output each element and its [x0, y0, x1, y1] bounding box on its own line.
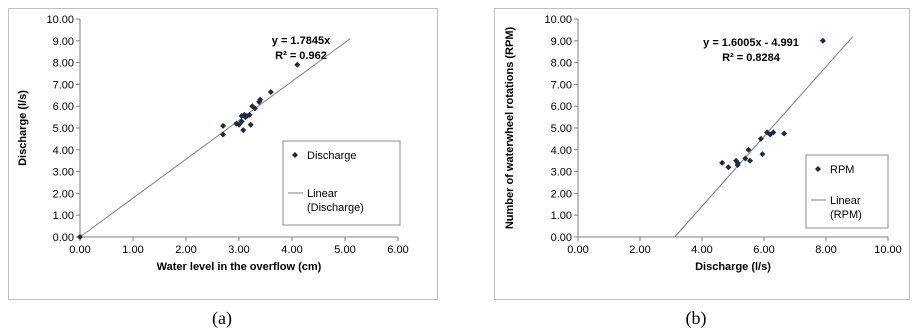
- data-point: [770, 129, 777, 136]
- y-tick-label: 4.00: [53, 145, 74, 157]
- legend-label-linear: Linear: [307, 188, 338, 200]
- data-point: [745, 146, 752, 153]
- data-point: [719, 159, 726, 166]
- trend-equation: y = 1.6005x - 4.991: [703, 37, 799, 49]
- y-tick-label: 0.00: [551, 232, 572, 244]
- data-point: [757, 135, 764, 142]
- trendline: [674, 36, 854, 238]
- x-axis-title: Water level in the overflow (cm): [157, 261, 322, 273]
- r-squared-label: R² = 0.962: [275, 50, 327, 62]
- data-point: [238, 118, 245, 125]
- legend-marker: [815, 166, 821, 172]
- chart-b: 0.00 1.00 2.00 3.00 4.00 5.00 6.00 7.00 8.00 9.00…: [504, 14, 902, 273]
- y-tick-label: 5.00: [551, 123, 572, 135]
- data-point: [742, 155, 749, 162]
- r-squared-label: R² = 0.8284: [722, 52, 781, 64]
- x-tick-label: 3.00: [228, 244, 249, 256]
- x-tick-label: 0.00: [69, 244, 90, 256]
- data-point: [759, 151, 766, 158]
- y-tick-label: 2.00: [551, 188, 572, 200]
- y-tick-label: 1.00: [53, 210, 74, 222]
- caption-b: (b): [685, 308, 707, 328]
- x-tick-label: 1.00: [122, 244, 143, 256]
- data-point: [819, 37, 826, 44]
- data-point: [725, 164, 732, 171]
- data-point: [240, 127, 247, 134]
- x-axis-title: Discharge (l/s): [695, 261, 771, 273]
- y-tick-label: 7.00: [53, 79, 74, 91]
- x-tick-label: 4.00: [691, 244, 712, 256]
- y-tick-label: 4.00: [551, 145, 572, 157]
- x-tick-label: 2.00: [175, 244, 196, 256]
- x-tick-label: 5.00: [334, 244, 355, 256]
- y-tick-label: 6.00: [551, 101, 572, 113]
- data-point: [220, 131, 227, 138]
- data-point: [267, 89, 274, 96]
- y-tick-label: 8.00: [53, 58, 74, 70]
- x-tick-label: 8.00: [815, 244, 836, 256]
- data-point: [77, 234, 83, 240]
- data-point: [246, 111, 253, 118]
- chart-a: 0.00 1.00 2.00 3.00 4.00 5.00 6.00 7.00 8.00 9.00…: [17, 14, 409, 273]
- x-tick-label: 6.00: [387, 244, 408, 256]
- legend-marker: [292, 152, 298, 158]
- x-tick-label: 2.00: [629, 244, 650, 256]
- caption-a: (a): [212, 308, 232, 328]
- legend-label-linear: Linear: [830, 195, 861, 207]
- chart-panel-b: 0.00 1.00 2.00 3.00 4.00 5.00 6.00 7.00 8.00 9.00…: [488, 0, 920, 333]
- y-tick-label: 5.00: [53, 123, 74, 135]
- y-tick-label: 0.00: [53, 232, 74, 244]
- y-tick-label: 8.00: [551, 58, 572, 70]
- legend-label-linear-series: (RPM): [830, 209, 862, 221]
- data-point: [734, 159, 741, 166]
- x-tick-label: 6.00: [753, 244, 774, 256]
- legend-label-linear-series: (Discharge): [307, 202, 364, 214]
- y-tick-label: 9.00: [551, 36, 572, 48]
- chart-frame-b: [494, 8, 910, 300]
- legend-label-series: RPM: [830, 164, 854, 176]
- data-point: [251, 105, 258, 112]
- y-tick-label: 10.00: [544, 14, 572, 26]
- data-point: [294, 61, 301, 68]
- data-point: [257, 96, 264, 103]
- trendline: [79, 38, 351, 238]
- y-axis-title: Discharge (l/s): [17, 90, 29, 166]
- data-point: [220, 122, 227, 129]
- x-tick-label: 0.00: [567, 244, 588, 256]
- y-tick-label: 3.00: [53, 167, 74, 179]
- chart-panel-a: 0.00 1.00 2.00 3.00 4.00 5.00 6.00 7.00 8.00 9.00…: [0, 0, 446, 333]
- data-point: [747, 157, 754, 164]
- data-point: [247, 121, 254, 128]
- y-axis-title: Number of waterwheel rotations (RPM): [504, 27, 516, 230]
- y-tick-label: 1.00: [551, 210, 572, 222]
- legend-box: [805, 154, 889, 229]
- trend-equation: y = 1.7845x: [272, 35, 331, 47]
- data-point: [781, 130, 788, 137]
- x-tick-label: 4.00: [281, 244, 302, 256]
- y-tick-label: 3.00: [551, 167, 572, 179]
- y-tick-label: 10.00: [46, 14, 74, 26]
- y-tick-label: 2.00: [53, 188, 74, 200]
- y-tick-label: 9.00: [53, 36, 74, 48]
- legend-label-series: Discharge: [307, 150, 357, 162]
- legend-box: [282, 140, 401, 226]
- x-tick-label: 10.00: [874, 244, 902, 256]
- y-tick-label: 6.00: [53, 101, 74, 113]
- y-tick-label: 7.00: [551, 79, 572, 91]
